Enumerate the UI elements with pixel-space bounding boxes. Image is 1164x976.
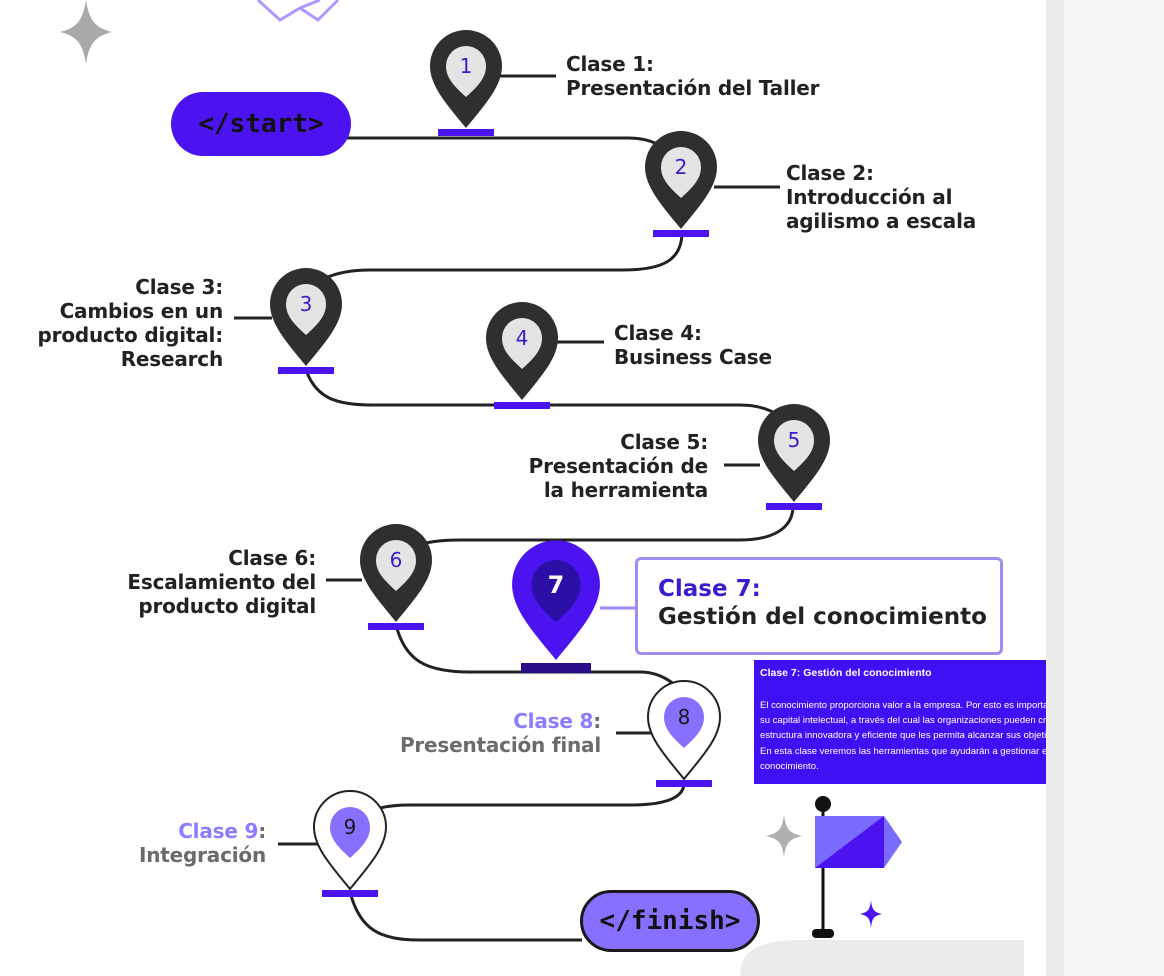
class-6-label: Clase 6: Escalamiento del producto digit…: [127, 546, 316, 618]
map-pin-icon[interactable]: 7: [512, 540, 600, 673]
class-2-title-line1: Introducción al: [786, 185, 953, 209]
pin-number: 4: [516, 326, 529, 350]
pin-inner: [774, 420, 814, 471]
tooltip-body: El conocimiento proporciona valor a la e…: [760, 700, 1118, 772]
map-pin-icon[interactable]: 5: [758, 404, 830, 510]
pin-base-bar: [766, 503, 822, 510]
leader-lines: [234, 74, 780, 846]
paper-plane-icon: [256, 0, 340, 22]
pin-number: 6: [390, 548, 403, 572]
pin-inner: [446, 46, 486, 97]
pin-base-bar: [656, 780, 712, 787]
pin-base-bar: [368, 623, 424, 630]
pin-inner: [664, 697, 704, 748]
pin-base-bar: [521, 663, 591, 673]
class-2-number: Clase 2:: [786, 161, 874, 185]
pin-inner: [376, 540, 416, 591]
pin-number: 1: [460, 54, 473, 78]
map-pin-icon[interactable]: 8: [646, 680, 722, 787]
pin-number: 3: [300, 292, 313, 316]
class-1-number: Clase 1:: [566, 52, 654, 76]
class-2-title-line2: agilismo a escala: [786, 209, 977, 233]
class-6-title-line1: Escalamiento del: [127, 570, 316, 594]
map-pin-icon[interactable]: 4: [486, 302, 558, 409]
class-8-colon: :: [593, 709, 601, 733]
class-7-number: Clase 7:: [658, 576, 761, 602]
pin-number: 8: [678, 705, 691, 729]
pin-base-bar: [438, 129, 494, 136]
map-pin-icon[interactable]: 1: [430, 30, 502, 136]
pin-inner: [661, 147, 701, 198]
class-8-heading: Clase 8:: [400, 709, 601, 733]
tooltip-title: Clase 7: Gestión del conocimiento: [760, 667, 932, 679]
map-pin-icon[interactable]: 6: [360, 524, 432, 630]
class-8-title: Presentación final: [399, 733, 601, 757]
pin-number: 2: [675, 155, 688, 179]
pin-number: 7: [548, 571, 565, 599]
pin-inner: [286, 284, 326, 335]
pins-layer: 1 2 3 4 5 6 7 8 9: [270, 30, 830, 897]
class-5-title-line2: la herramienta: [543, 478, 708, 502]
class-1-title: Presentación del Taller: [566, 76, 820, 100]
pin-inner: [531, 559, 581, 623]
pin-number: 9: [344, 815, 357, 839]
class-2-label: Clase 2: Introducción al agilismo a esca…: [786, 161, 976, 233]
class-5-number: Clase 5:: [620, 430, 708, 454]
pin-base-bar: [278, 367, 334, 374]
class-1-label: Clase 1: Presentación del Taller: [566, 52, 820, 100]
sparkle-icon: [766, 815, 802, 857]
map-pin-icon[interactable]: 2: [645, 131, 717, 237]
ground-shape: [740, 940, 1024, 976]
class-4-label: Clase 4: Business Case: [614, 321, 772, 369]
active-class-box[interactable]: Clase 7: Gestión del conocimiento: [635, 557, 1003, 655]
class-8-label: Clase 8: Presentación final: [400, 709, 601, 757]
class-9-colon: :: [258, 819, 266, 843]
class-9-title: Integración: [139, 843, 266, 867]
class-9-heading: Clase 9:: [139, 819, 266, 843]
class-9-number: Clase 9: [178, 819, 259, 843]
class-3-number: Clase 3:: [135, 275, 223, 299]
side-panel: [1064, 0, 1164, 976]
map-pin-icon[interactable]: 3: [270, 268, 342, 374]
class-6-number: Clase 6:: [228, 546, 316, 570]
class-3-title-line2: producto digital:: [37, 323, 224, 347]
pin-base-bar: [653, 230, 709, 237]
map-pin-icon[interactable]: 9: [312, 790, 388, 897]
pin-inner: [330, 807, 370, 858]
class-5-label: Clase 5: Presentación de la herramienta: [528, 430, 709, 502]
pin-inner: [502, 318, 542, 369]
class-3-title-line3: Research: [120, 347, 223, 371]
class-7-title: Gestión del conocimiento: [658, 604, 987, 630]
pin-number: 5: [788, 428, 801, 452]
scrollbar[interactable]: [1046, 0, 1064, 976]
start-pill: </start>: [171, 92, 351, 156]
class-4-title: Business Case: [614, 345, 772, 369]
sparkle-icon: [60, 0, 112, 64]
sparkle-icon: [860, 900, 882, 928]
class-9-label: Clase 9: Integración: [139, 819, 266, 867]
pin-base-bar: [322, 890, 378, 897]
pin-base-bar: [494, 402, 550, 409]
class-5-title-line1: Presentación de: [528, 454, 709, 478]
class-4-number: Clase 4:: [614, 321, 702, 345]
flag-icon: [812, 796, 902, 938]
class-3-label: Clase 3: Cambios en un producto digital:…: [37, 275, 224, 371]
class-3-title-line1: Cambios en un: [59, 299, 224, 323]
class-6-title-line2: producto digital: [138, 594, 316, 618]
finish-pill: </finish>: [580, 890, 760, 952]
class-8-number: Clase 8: [513, 709, 594, 733]
